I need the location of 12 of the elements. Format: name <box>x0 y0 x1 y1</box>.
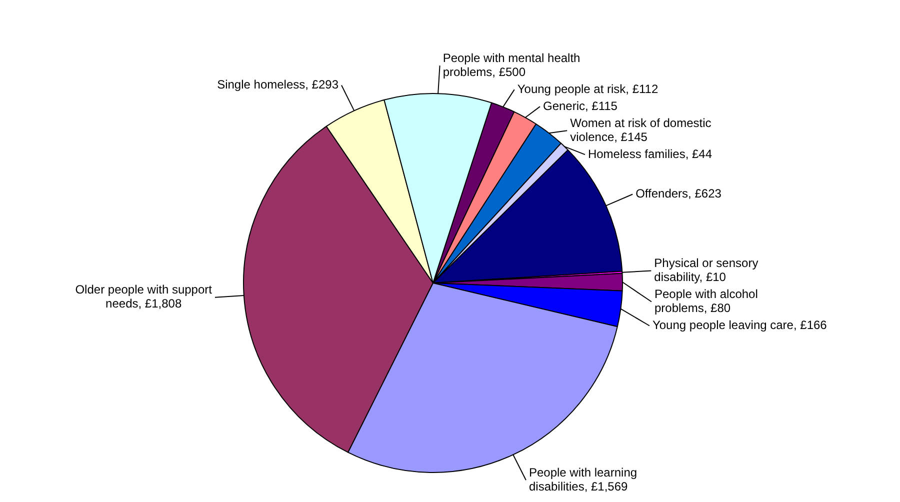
slice-label: Women at risk of domestic violence, £145 <box>570 116 712 144</box>
slice-label: Offenders, £623 <box>636 186 722 201</box>
slice-label: People with alcohol problems, £80 <box>654 287 758 316</box>
slice-label: Young people leaving care, £166 <box>652 318 828 332</box>
slice-label: Homeless families, £44 <box>588 146 712 161</box>
slice-label: People with learning disabilities, £1,569 <box>528 465 638 494</box>
slice-label: Single homeless, £293 <box>217 78 339 92</box>
slice-label: Generic, £115 <box>542 98 618 113</box>
slice-label: People with mental health problems, £500 <box>442 50 580 79</box>
slice-label: Older people with support needs, £1,808 <box>75 282 213 311</box>
slice-label: Young people at risk, £112 <box>517 82 658 96</box>
slice-label: Physical or sensory disability, £10 <box>654 256 758 284</box>
